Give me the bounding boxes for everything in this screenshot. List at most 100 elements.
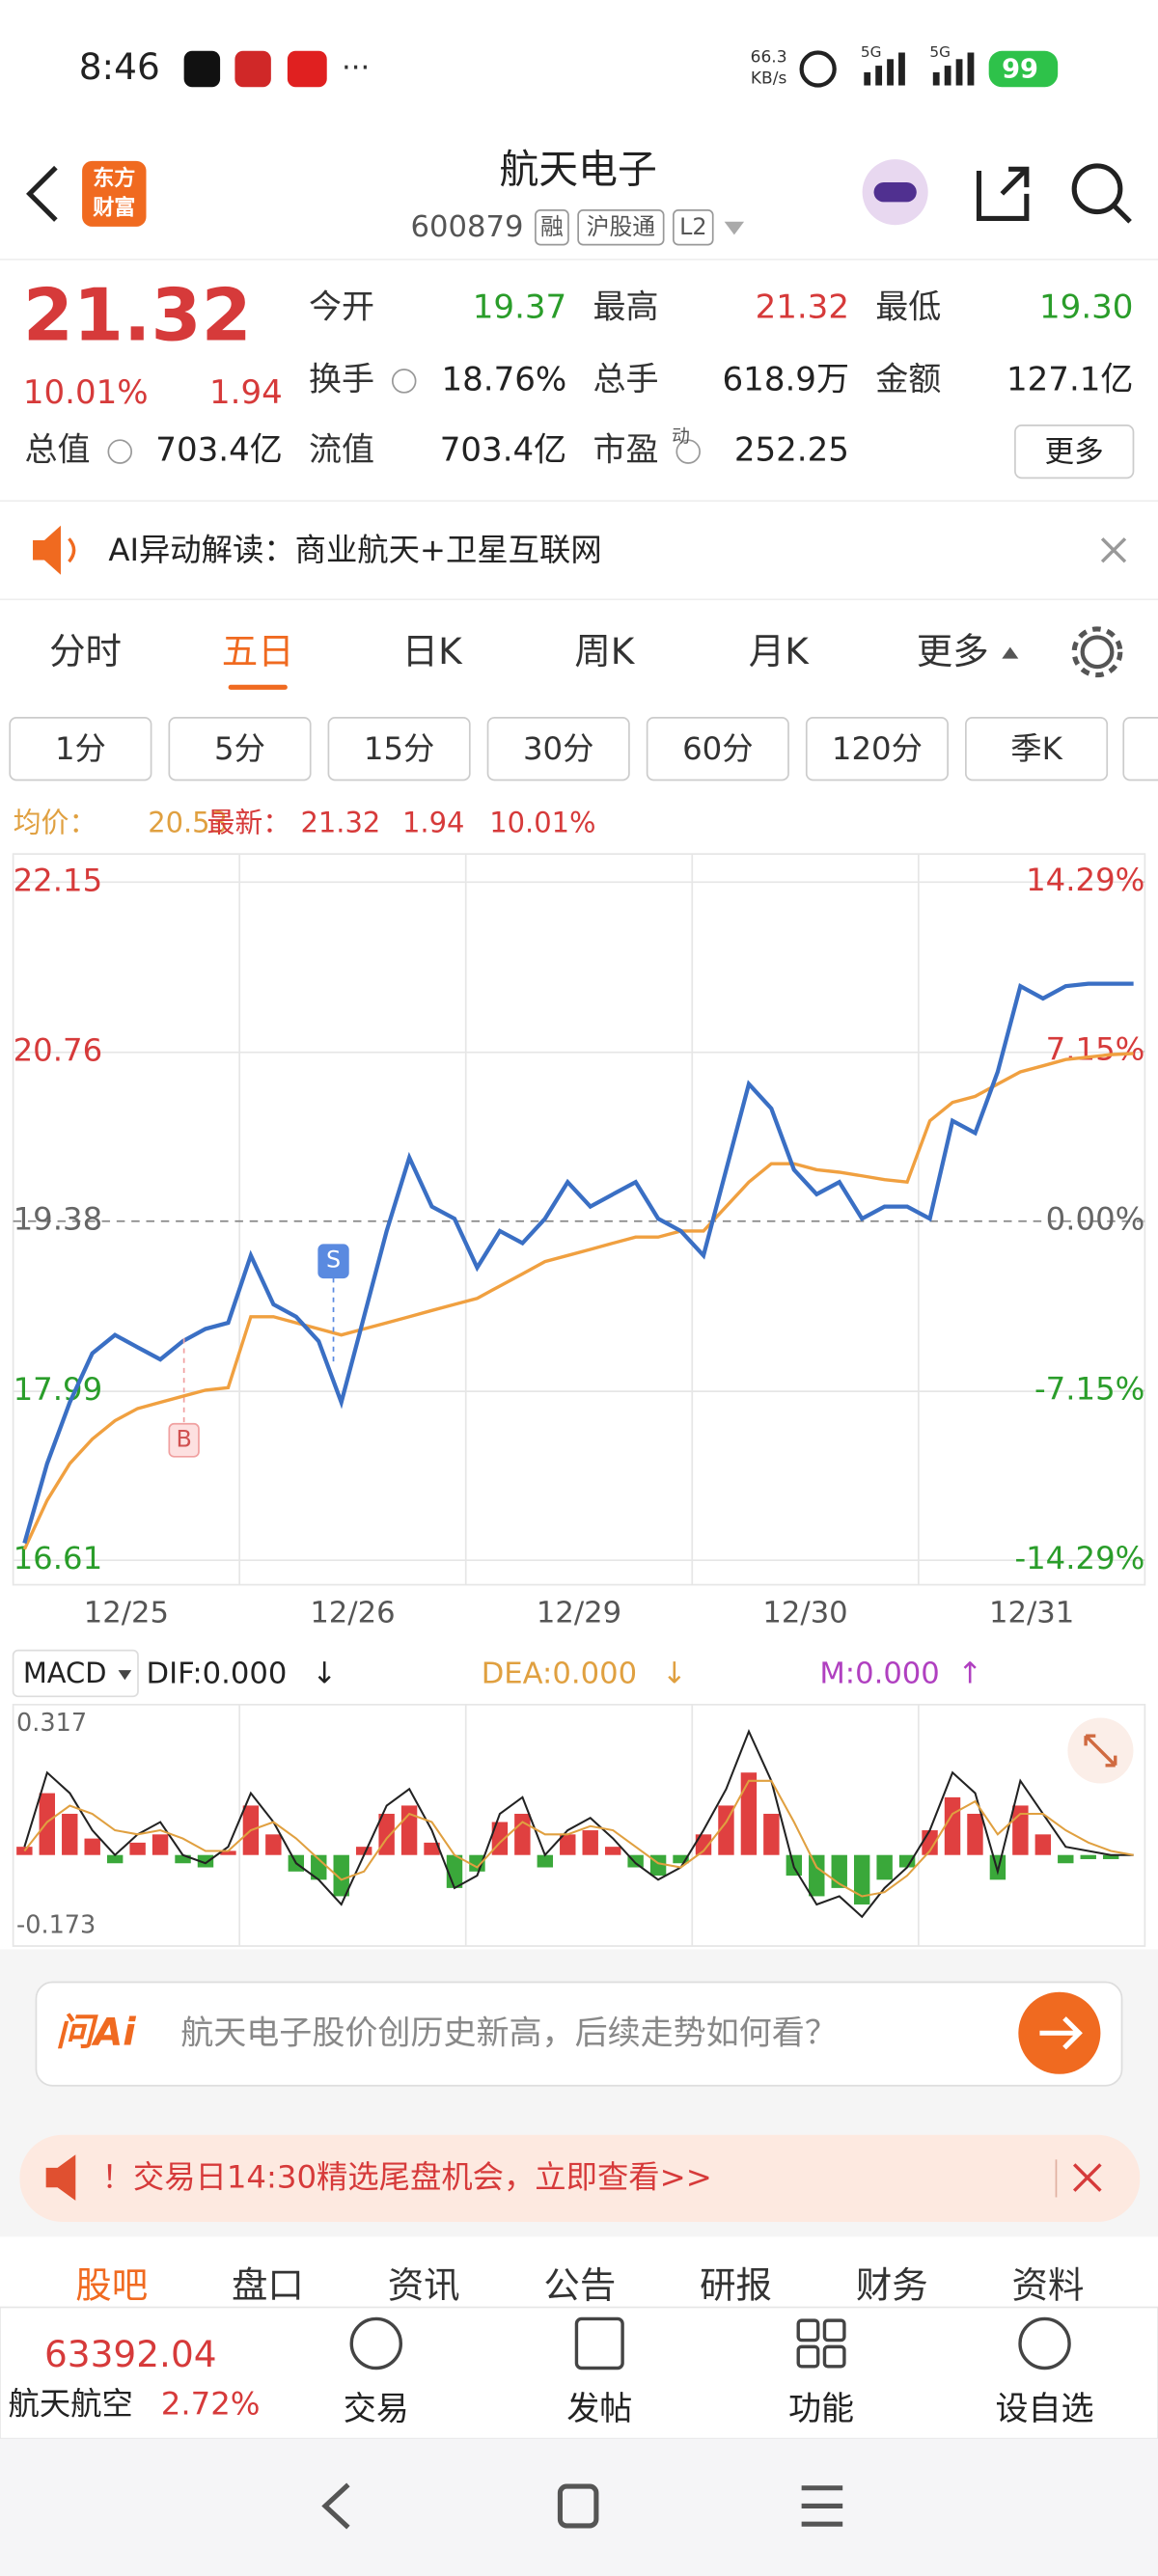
- macd-bar: [220, 1850, 236, 1855]
- field-value: 21.32: [756, 288, 849, 327]
- footer-action[interactable]: 发帖: [566, 2316, 632, 2428]
- field-label: 流值: [309, 431, 374, 470]
- dropdown-arrow[interactable]: [724, 221, 745, 235]
- bottom-tab[interactable]: 资讯: [388, 2264, 460, 2307]
- tab[interactable]: 五日: [222, 630, 294, 672]
- func-icon: [796, 2318, 820, 2343]
- y2-tick-label: -7.15%: [1034, 1370, 1144, 1407]
- macd-bar: [152, 1834, 169, 1855]
- macd-bar: [84, 1838, 100, 1855]
- promo-bar[interactable]: [19, 2134, 1141, 2222]
- app-icon: [287, 50, 327, 88]
- macd-bar: [1102, 1854, 1119, 1859]
- subtab[interactable]: [646, 717, 789, 781]
- macd-bar: [809, 1854, 825, 1897]
- back-button[interactable]: [26, 165, 58, 222]
- nav-back[interactable]: [321, 2482, 350, 2530]
- tab[interactable]: 周K: [574, 630, 635, 672]
- legend-pct: 10.01%: [489, 806, 595, 838]
- footer-action[interactable]: 交易: [344, 2316, 409, 2428]
- bottom-tab[interactable]: 财务: [856, 2264, 928, 2307]
- info-icon: [391, 369, 417, 394]
- bottom-tab[interactable]: 研报: [700, 2264, 772, 2307]
- m-label: M:0.000: [819, 1658, 939, 1691]
- bottom-tab[interactable]: 资料: [1012, 2264, 1085, 2307]
- stock-code: 600879: [411, 210, 524, 244]
- subtab-cut[interactable]: [1122, 717, 1158, 781]
- bottom-tab[interactable]: 股吧: [75, 2264, 148, 2307]
- macd-bar: [311, 1854, 327, 1880]
- subtab-label: 60分: [682, 730, 753, 767]
- search-icon[interactable]: [1071, 163, 1123, 215]
- macd-bar: [1058, 1854, 1074, 1864]
- settings-icon[interactable]: [1080, 635, 1115, 670]
- legend-avg: 20.53: [148, 806, 228, 838]
- ask-box[interactable]: [35, 1981, 1123, 2087]
- nav-home[interactable]: [557, 2483, 599, 2529]
- tab[interactable]: 月K: [749, 630, 810, 672]
- field-label: 总值: [25, 431, 91, 470]
- y2-tick-label: -14.29%: [1014, 1540, 1144, 1576]
- trade-marker: [168, 1422, 200, 1458]
- more-button[interactable]: [1014, 425, 1135, 480]
- x-tick-label: 12/30: [762, 1597, 847, 1631]
- ai-banner[interactable]: AI异动解读：商业航天+卫星互联网: [108, 532, 601, 568]
- field-value: 127.1亿: [1006, 360, 1133, 398]
- subtab-label: 5分: [214, 730, 265, 767]
- macd-bar: [673, 1854, 689, 1864]
- price-line: [22, 981, 1134, 1545]
- macd-bar: [944, 1796, 961, 1855]
- macd-selector[interactable]: [12, 1649, 139, 1698]
- arrow-down: ↓: [312, 1658, 337, 1691]
- subtab[interactable]: [9, 717, 152, 781]
- y-tick-label: 17.99: [14, 1371, 103, 1408]
- bottom-tab[interactable]: 公告: [543, 2264, 616, 2307]
- tab[interactable]: 分时: [49, 630, 122, 672]
- tab[interactable]: 日K: [402, 630, 463, 672]
- net-type: 5G: [929, 43, 951, 61]
- subtab[interactable]: [965, 717, 1109, 781]
- field-value: 18.76%: [441, 360, 566, 398]
- speaker-icon: [33, 525, 61, 575]
- net-type: 5G: [861, 43, 882, 61]
- macd-bar: [175, 1854, 191, 1864]
- y-tick-label: 19.38: [14, 1201, 103, 1238]
- watch-icon: [1018, 2316, 1071, 2370]
- send-arrow: [1039, 2016, 1083, 2050]
- subtab-label: 15分: [364, 730, 434, 767]
- macd-bar: [898, 1854, 916, 1868]
- footer-action[interactable]: 设自选: [996, 2316, 1094, 2428]
- footer-action[interactable]: 功能: [788, 2318, 854, 2428]
- macd-bar: [424, 1842, 440, 1855]
- subtab[interactable]: [486, 717, 630, 781]
- subtab[interactable]: [805, 717, 949, 781]
- legend-avg-label: 均价：: [14, 806, 97, 838]
- macd-bar: [763, 1813, 780, 1855]
- macd-bar: [560, 1834, 576, 1855]
- share-icon[interactable]: [976, 166, 1030, 221]
- logo[interactable]: [82, 160, 147, 227]
- promo-close[interactable]: [1072, 2163, 1102, 2192]
- macd-bar: [853, 1854, 870, 1905]
- subtab[interactable]: [168, 717, 312, 781]
- net-speed: 66.3: [751, 48, 787, 68]
- speaker-icon: [45, 2154, 76, 2201]
- app-icon: [183, 50, 221, 88]
- func-icon: [822, 2344, 846, 2369]
- bottom-tab[interactable]: 盘口: [232, 2264, 304, 2307]
- macd-bar: [718, 1805, 734, 1855]
- y-tick-label: 22.15: [14, 862, 103, 898]
- more-label: 更多: [1045, 435, 1104, 469]
- close-banner[interactable]: [1100, 537, 1127, 563]
- nav-menu[interactable]: [801, 2485, 843, 2527]
- tab[interactable]: 更多: [917, 630, 989, 672]
- y-tick-label: 16.61: [14, 1540, 103, 1576]
- dif-label: DIF:0.000: [146, 1658, 287, 1691]
- subtab[interactable]: [327, 717, 471, 781]
- macd-bar: [582, 1830, 598, 1855]
- index-value[interactable]: 63392.04: [44, 2333, 217, 2375]
- macd-selector-label: MACD: [23, 1657, 107, 1689]
- field-label: 总手: [593, 360, 658, 398]
